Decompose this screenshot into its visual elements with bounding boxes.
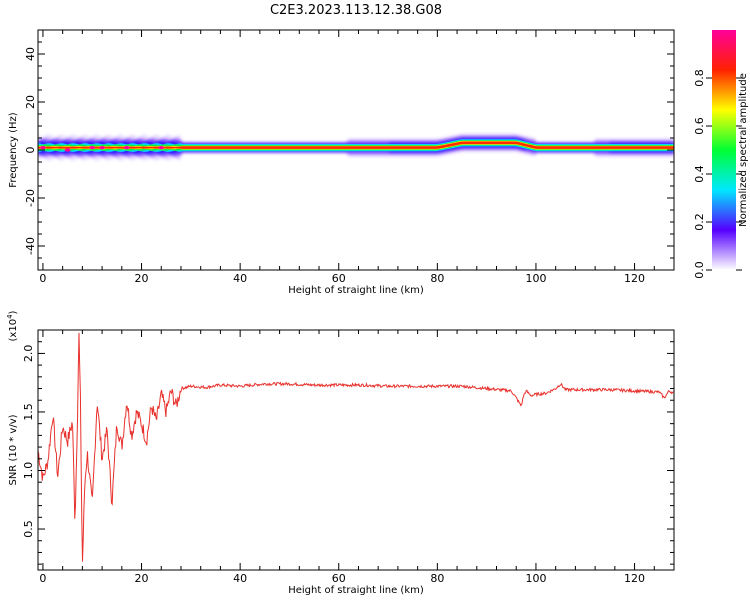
x-tick-label: 100 <box>525 272 546 285</box>
x-tick-label: 0 <box>39 572 46 585</box>
colorbar-tick-label: 0.2 <box>693 213 706 231</box>
spectrogram-xlabel: Height of straight line (km) <box>288 285 424 296</box>
spectrogram-peak <box>99 146 106 150</box>
colorbar-label: Normalized spectral amplitude <box>738 73 749 227</box>
x-tick-label: 60 <box>332 572 346 585</box>
spectrogram-ylabel: Frequency (Hz) <box>8 112 19 188</box>
y-tick-label: 0 <box>24 147 37 154</box>
spectrogram-peak <box>158 146 165 150</box>
x-tick-label: 20 <box>135 272 149 285</box>
colorbar-tick-label: 0.6 <box>693 117 706 135</box>
snr-frame <box>37 329 675 571</box>
y-tick-label: 0.5 <box>22 520 35 538</box>
colorbar: 0.0 0.2 0.4 0.6 0.8 Normalized spectral ampl… <box>693 30 749 279</box>
y-tick-label: 20 <box>24 95 37 109</box>
x-tick-label: 80 <box>430 572 444 585</box>
colorbar-tick-label: 0.4 <box>693 165 706 183</box>
x-tick-label: 80 <box>430 272 444 285</box>
chart-title: C2E3.2023.113.12.38.G08 <box>270 3 442 18</box>
snr-multiplier: (x104) <box>6 310 19 341</box>
spectrogram-peak <box>89 146 96 150</box>
spectrogram-panel: 0 20 40 60 80 100 120 -40 -20 0 20 40 Height of str… <box>8 29 675 296</box>
colorbar-gradient <box>712 30 736 270</box>
spectrogram-ticks: 0 20 40 60 80 100 120 -40 -20 0 20 40 <box>24 29 675 285</box>
y-tick-label: 1.5 <box>22 403 35 421</box>
snr-ticks: 0 20 40 60 80 100 120 0.5 1.0 1.5 2.0 <box>22 329 675 585</box>
spectrogram-peak <box>39 146 46 150</box>
snr-xlabel: Height of straight line (km) <box>288 585 424 596</box>
snr-ylabel: SNR (10 * v/v) <box>8 414 19 485</box>
snr-panel: 0 20 40 60 80 100 120 0.5 1.0 1.5 2.0 Height of st… <box>6 310 675 596</box>
colorbar-tick-label: 0.0 <box>693 261 706 279</box>
x-tick-label: 0 <box>39 272 46 285</box>
colorbar-tick-label: 0.8 <box>693 69 706 87</box>
x-tick-label: 120 <box>624 272 645 285</box>
y-tick-label: 1.0 <box>22 462 35 480</box>
spectrogram-heatmap <box>38 133 674 161</box>
snr-series-line <box>38 332 674 562</box>
x-tick-label: 40 <box>233 272 247 285</box>
spectrogram-peak <box>123 146 130 150</box>
spectrogram-peak <box>64 148 71 152</box>
y-tick-label: 40 <box>24 47 37 61</box>
x-tick-label: 100 <box>525 572 546 585</box>
x-tick-label: 60 <box>332 272 346 285</box>
y-tick-label: -40 <box>24 237 37 255</box>
colorbar-ticks: 0.0 0.2 0.4 0.6 0.8 <box>693 69 742 279</box>
x-tick-label: 120 <box>624 572 645 585</box>
x-tick-label: 20 <box>135 572 149 585</box>
x-tick-label: 40 <box>233 572 247 585</box>
y-tick-label: 2.0 <box>22 345 35 363</box>
spectrogram-band <box>38 141 674 149</box>
y-tick-label: -20 <box>24 189 37 207</box>
